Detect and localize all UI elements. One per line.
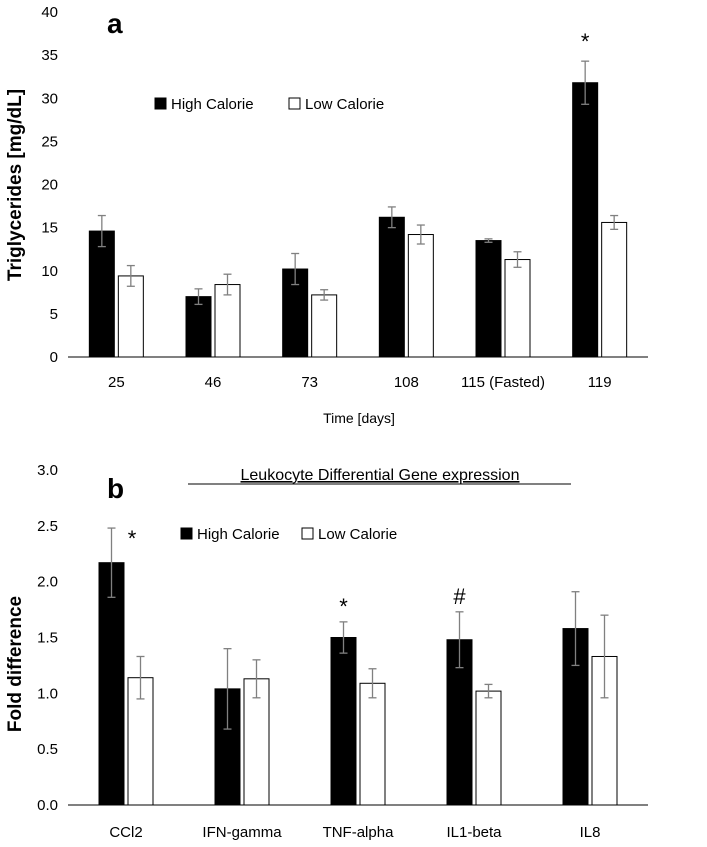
chart-a-y-tick-label: 15 — [41, 220, 58, 237]
chart-a-x-tick-label: 119 — [588, 374, 612, 391]
error-bar — [97, 214, 106, 248]
chart-b-y-tick-label: 0.0 — [37, 797, 58, 814]
chart-b-y-tick-label: 1.5 — [37, 630, 58, 647]
chart-b-x-tick-label: IFN-gamma — [202, 824, 282, 841]
chart-a-y-tick-label: 5 — [50, 306, 58, 323]
chart-b-annotations: * * # — [128, 526, 467, 619]
chart-a-x-tick-label: 46 — [205, 374, 222, 391]
chart-a-x-ticks: 25 46 73 108 115 (Fasted) 119 — [108, 374, 612, 391]
error-bar — [107, 527, 116, 598]
error-bar — [368, 668, 377, 699]
chart-a-x-tick-label: 108 — [394, 374, 419, 391]
error-bar — [194, 288, 203, 306]
error-bar — [610, 214, 619, 231]
bar-low-calorie — [601, 221, 628, 358]
chart-b-y-tick-label: 2.5 — [37, 518, 58, 535]
bar-high-calorie — [98, 562, 125, 806]
chart-a: a Triglycerides [mg/dL] Time [days] High… — [5, 4, 648, 426]
bar-low-calorie — [311, 294, 338, 358]
bar-low-calorie — [214, 284, 241, 358]
chart-a-x-tick-label: 73 — [301, 374, 318, 391]
legend-label-low-calorie: Low Calorie — [305, 96, 384, 113]
chart-b-x-tick-label: TNF-alpha — [323, 824, 395, 841]
chart-a-y-tick-label: 25 — [41, 133, 58, 150]
error-bar — [484, 238, 493, 243]
chart-b-x-tick-label: IL1-beta — [446, 824, 502, 841]
legend-label-high-calorie: High Calorie — [171, 96, 254, 113]
error-bar — [416, 224, 425, 245]
chart-b-y-axis-title: Fold difference — [5, 596, 26, 732]
chart-a-y-tick-label: 20 — [41, 177, 58, 194]
chart-a-y-tick-label: 35 — [41, 47, 58, 64]
chart-a-legend: High Calorie Low Calorie — [154, 96, 384, 113]
bar-high-calorie — [88, 230, 115, 358]
panel-label-b: b — [107, 473, 124, 504]
error-bar — [223, 273, 232, 296]
error-bar — [136, 655, 145, 700]
error-bar — [581, 60, 590, 105]
error-bar — [291, 252, 300, 286]
chart-a-y-tick-label: 30 — [41, 90, 58, 107]
chart-b-x-tick-label: CCl2 — [109, 824, 142, 841]
bar-low-calorie — [359, 682, 386, 806]
bar-high-calorie — [330, 637, 357, 806]
chart-b-y-tick-label: 1.0 — [37, 685, 58, 702]
panel-label-a: a — [107, 8, 123, 39]
error-bar — [387, 206, 396, 229]
error-bar — [320, 289, 329, 301]
legend-swatch-high-calorie-b — [180, 527, 193, 540]
error-bar — [571, 591, 580, 667]
bar-low-calorie — [504, 259, 531, 358]
error-bar — [223, 648, 232, 730]
chart-a-x-axis-title: Time [days] — [323, 410, 395, 426]
chart-b-y-tick-label: 0.5 — [37, 741, 58, 758]
significance-marker: # — [453, 584, 466, 609]
legend-label-low-calorie-b: Low Calorie — [318, 526, 397, 543]
chart-a-y-tick-label: 40 — [41, 4, 58, 21]
chart-b-y-tick-label: 2.0 — [37, 574, 58, 591]
chart-a-y-axis-title: Triglycerides [mg/dL] — [5, 89, 26, 281]
error-bar — [126, 264, 135, 287]
chart-a-y-ticks: 0 5 10 15 20 25 30 35 40 — [41, 4, 58, 366]
error-bar — [484, 683, 493, 699]
bar-high-calorie — [185, 296, 212, 358]
chart-b-legend: High Calorie Low Calorie — [180, 526, 397, 543]
error-bar — [513, 251, 522, 268]
bar-high-calorie — [378, 216, 405, 358]
legend-label-high-calorie-b: High Calorie — [197, 526, 280, 543]
chart-a-annotations: * — [581, 29, 590, 54]
bar-low-calorie — [475, 690, 502, 806]
chart-b-x-tick-label: IL8 — [580, 824, 601, 841]
legend-swatch-low-calorie — [288, 97, 301, 110]
significance-marker: * — [128, 526, 137, 551]
chart-a-y-tick-label: 0 — [50, 349, 58, 366]
chart-b-y-ticks: 0.0 0.5 1.0 1.5 2.0 2.5 3.0 — [37, 462, 58, 814]
significance-marker: * — [581, 29, 590, 54]
chart-a-x-tick-label: 25 — [108, 374, 125, 391]
error-bar — [339, 621, 348, 654]
significance-marker: * — [339, 594, 348, 619]
chart-a-bars — [88, 60, 628, 358]
bar-low-calorie — [117, 275, 144, 358]
chart-a-x-tick-label: 115 (Fasted) — [461, 374, 545, 391]
chart-b-y-tick-label: 3.0 — [37, 462, 58, 479]
error-bar — [252, 659, 261, 699]
legend-swatch-low-calorie-b — [301, 527, 314, 540]
chart-b-bars — [98, 527, 618, 806]
error-bar — [600, 614, 609, 699]
chart-a-y-tick-label: 10 — [41, 263, 58, 280]
chart-b: b Leukocyte Differential Gene expression… — [5, 462, 648, 841]
bar-high-calorie — [475, 240, 502, 358]
error-bar — [455, 611, 464, 669]
legend-swatch-high-calorie — [154, 97, 167, 110]
chart-b-title: Leukocyte Differential Gene expression — [241, 467, 520, 484]
chart-b-x-ticks: CCl2 IFN-gamma TNF-alpha IL1-beta IL8 — [109, 824, 600, 841]
bar-low-calorie — [407, 234, 434, 358]
bar-high-calorie — [572, 82, 599, 358]
